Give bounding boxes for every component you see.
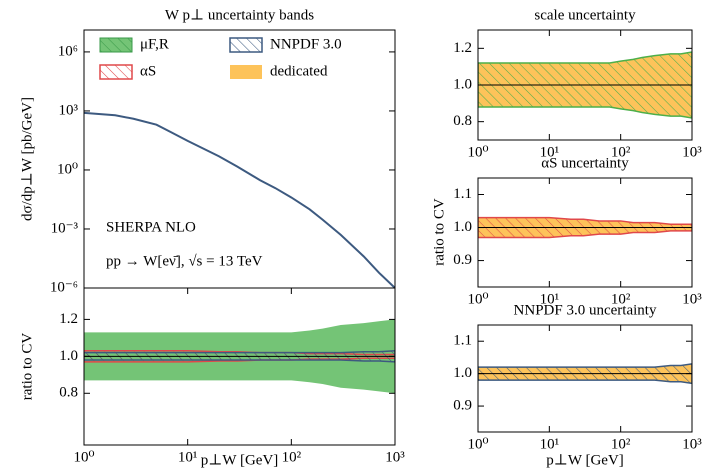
y-tick-label: 1.1 [453,186,472,202]
annotation: pp → W[eν̄], √s = 13 TeV [106,253,263,269]
y-tick-label: 1.0 [453,365,472,381]
y-tick-label: 10⁻³ [51,220,79,236]
panel: 0.9 1.0 1.1 10⁰ 10¹ 10² 10³ αS uncertainty ratio… [431,155,702,307]
x-axis-label: p⊥W [GeV] [546,452,624,468]
y-tick-label: 10⁻⁶ [50,279,78,295]
plot-area [478,363,692,385]
x-tick-label: 10¹ [178,449,198,465]
legend-label: αS [140,63,156,79]
x-axis-label: p⊥W [GeV] [201,452,279,468]
x-tick-label: 10³ [682,436,702,452]
y-tick-label: 10⁶ [58,43,78,59]
y-tick-label: 0.8 [59,385,78,401]
x-tick-label: 10⁰ [73,449,94,465]
plot-area [84,319,395,394]
legend-label: μF,R [140,36,169,52]
y-tick-label: 1.0 [59,348,78,364]
y-axis-label: ratio to CV [19,333,35,401]
plot-area [478,51,692,119]
x-tick-label: 10³ [385,449,405,465]
y-tick-label: 1.2 [453,40,472,56]
panel: 0.8 1.0 1.2 10⁰ 10¹ 10² 10³ scale uncertainty [453,7,702,160]
panel-title: scale uncertainty [534,7,636,23]
y-tick-label: 1.2 [59,311,78,327]
x-tick-label: 10⁰ [467,144,488,160]
plot-area [84,111,395,288]
x-tick-label: 10³ [682,144,702,160]
frame [477,177,693,288]
panel-title: αS uncertainty [541,155,629,171]
legend-swatch [99,64,133,80]
y-tick-label: 1.0 [453,219,472,235]
x-tick-label: 10³ [682,291,702,307]
x-tick-label: 10² [611,436,631,452]
x-tick-label: 10² [611,144,631,160]
annotation: SHERPA NLO [106,219,196,235]
x-tick-label: 10¹ [540,291,560,307]
y-tick-label: 0.9 [453,252,472,268]
legend-swatch [230,65,262,79]
spectrum-line [84,111,395,288]
x-tick-label: 10⁰ [467,436,488,452]
y-tick-label: 0.8 [453,113,472,129]
legend-label: dedicated [270,63,328,79]
plot-area [478,216,692,239]
x-tick-label: 10⁰ [467,291,488,307]
y-tick-label: 1.0 [453,76,472,92]
frame [83,287,396,446]
y-tick-label: 1.1 [453,333,472,349]
legend-label: NNPDF 3.0 [270,36,342,52]
panel: 0.8 1.0 1.2 10⁰ 10¹ 10² 10³ p⊥W [GeV] ratio to C… [19,287,405,468]
y-tick-label: 10³ [59,102,79,118]
frame [477,324,693,433]
x-tick-label: 10² [611,291,631,307]
y-tick-label: 10⁰ [57,161,78,177]
legend-swatch [99,37,133,53]
x-tick-label: 10¹ [540,144,560,160]
panel: 10⁻⁶ 10⁻³ 10⁰ 10³ 10⁶ W p⊥ uncertainty bands d… [19,7,396,295]
y-tick-label: 0.9 [453,397,472,413]
x-tick-label: 10¹ [540,436,560,452]
panel-title: W p⊥ uncertainty bands [165,7,314,23]
x-tick-label: 10² [282,449,302,465]
panel-title: NNPDF 3.0 uncertainty [514,302,657,318]
y-axis-label: ratio to CV [431,198,447,266]
legend-swatch [229,37,263,53]
panel: 0.9 1.0 1.1 10⁰ 10¹ 10² 10³ NNPDF 3.0 uncertain… [453,302,702,468]
y-axis-label: dσ/dp⊥W [pb/GeV] [19,97,35,221]
